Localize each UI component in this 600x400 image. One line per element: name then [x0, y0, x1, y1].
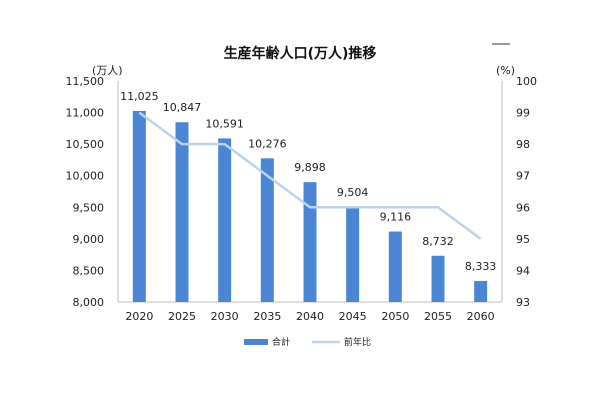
- bar: [346, 207, 360, 302]
- bar: [431, 255, 445, 302]
- bar-value-label: 9,504: [337, 186, 369, 199]
- legend-swatch-合計: [244, 339, 268, 345]
- bar: [218, 138, 232, 302]
- bar: [175, 122, 189, 302]
- legend-label-前年比: 前年比: [344, 336, 371, 348]
- bar-value-label: 10,847: [163, 101, 202, 114]
- x-tick-label: 2055: [424, 310, 452, 323]
- x-tick-label: 2020: [125, 310, 153, 323]
- bar-value-label: 9,898: [294, 161, 326, 174]
- bar: [388, 231, 402, 302]
- x-tick-label: 2030: [211, 310, 239, 323]
- right-tick-label: 100: [516, 75, 537, 88]
- right-axis-unit: (%): [496, 64, 515, 77]
- bar: [303, 182, 317, 302]
- x-tick-label: 2050: [381, 310, 409, 323]
- bar-value-label: 8,333: [465, 260, 497, 273]
- bar: [132, 110, 146, 302]
- right-tick-label: 96: [516, 201, 530, 214]
- right-tick-label: 93: [516, 296, 530, 309]
- bar: [474, 280, 488, 302]
- left-tick-label: 10,000: [66, 170, 105, 183]
- right-tick-label: 95: [516, 233, 530, 246]
- legend-label-合計: 合計: [272, 336, 290, 348]
- left-tick-label: 9,500: [73, 201, 105, 214]
- left-tick-label: 8,000: [73, 296, 105, 309]
- bar-value-label: 10,591: [205, 117, 244, 130]
- left-tick-label: 11,500: [66, 75, 105, 88]
- x-tick-label: 2035: [253, 310, 281, 323]
- right-tick-label: 94: [516, 264, 530, 277]
- left-tick-label: 8,500: [73, 264, 105, 277]
- series-line-前年比: [138, 111, 482, 240]
- right-tick-label: 99: [516, 107, 530, 120]
- right-tick-label: 98: [516, 138, 530, 151]
- bar-value-label: 9,116: [380, 211, 412, 224]
- bar-value-label: 10,276: [248, 137, 287, 150]
- x-tick-label: 2060: [467, 310, 495, 323]
- left-tick-label: 11,000: [66, 107, 105, 120]
- legend: 合計 前年比: [244, 336, 371, 348]
- left-tick-label: 9,000: [73, 233, 105, 246]
- right-tick-label: 97: [516, 170, 530, 183]
- x-tick-label: 2040: [296, 310, 324, 323]
- bar-value-label: 8,732: [422, 235, 454, 248]
- left-axis-unit: (万人): [92, 64, 123, 77]
- x-tick-label: 2045: [339, 310, 367, 323]
- left-tick-label: 10,500: [66, 138, 105, 151]
- plot-area: 8,000 8,500 9,000 9,500 10,000 10,500 11,000 11…: [66, 75, 538, 323]
- chart-title: 生産年齢人口(万人)推移: [224, 45, 377, 62]
- bar: [260, 158, 274, 302]
- bar-value-label: 11,025: [120, 90, 159, 103]
- x-tick-label: 2025: [168, 310, 196, 323]
